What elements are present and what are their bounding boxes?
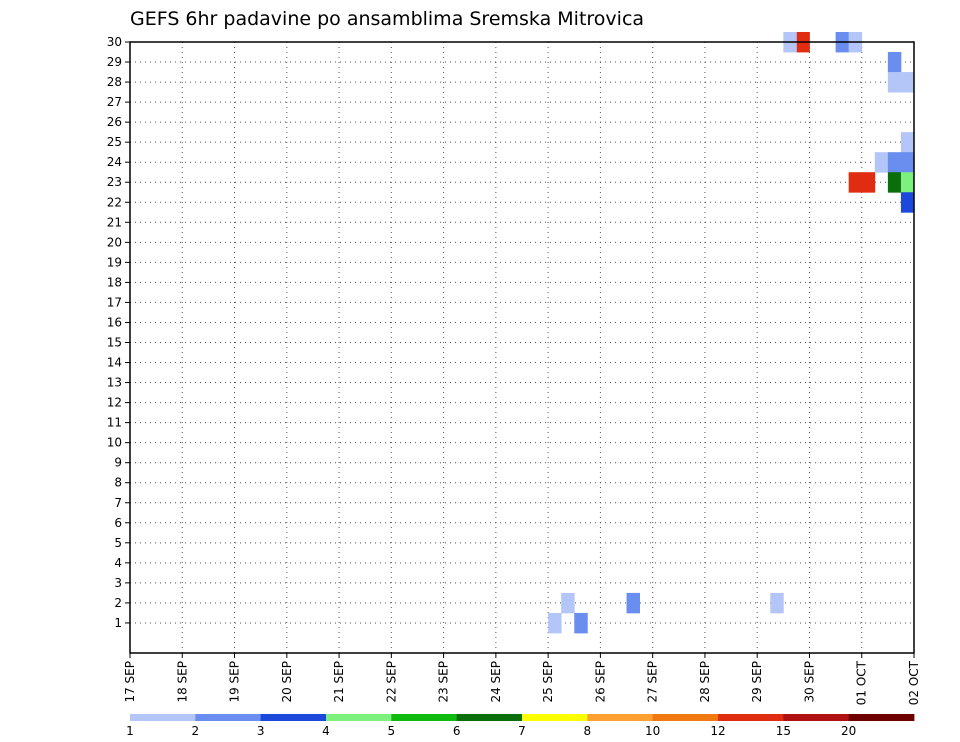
x-tick-label: 25 SEP [541,661,555,703]
y-tick-label: 1 [114,616,122,630]
legend-label: 1 [126,724,134,738]
x-tick-label: 30 SEP [802,661,816,703]
y-tick-label: 26 [107,115,122,129]
x-tick-label: 27 SEP [646,661,660,703]
legend-label: 6 [453,724,461,738]
legend-swatch [718,714,784,721]
color-legend: 1 2 3 4 5 6 7 8 10 12 15 20 [126,714,915,738]
y-tick-label: 22 [107,195,122,209]
grid-lines [130,41,914,653]
x-tick-label: 17 SEP [123,661,137,703]
y-tick-label: 19 [107,255,122,269]
legend-label: 4 [322,724,330,738]
precip-cell [874,152,889,173]
y-tick-label: 28 [107,75,122,89]
legend-swatch [391,714,458,721]
legend-label: 20 [841,724,856,738]
precip-cell [574,612,588,634]
y-tick-label: 30 [107,35,122,49]
y-tick-label: 17 [107,295,122,309]
y-tick-label: 10 [107,436,122,450]
legend-label: 12 [710,724,725,738]
x-tick-label: 26 SEP [593,661,607,703]
precip-cell [861,172,876,193]
y-tick-label: 20 [107,235,122,249]
precip-cell [900,172,915,193]
y-tick-label: 4 [114,556,122,570]
precip-cell [561,592,575,614]
y-tick-label: 2 [114,596,122,610]
legend-swatch [783,714,850,721]
precip-cell [887,72,902,93]
y-tick-label: 27 [107,95,122,109]
precip-cell [887,152,902,173]
y-tick-labels: 1234567891011121314151617181920212223242… [107,35,130,630]
legend-label: 8 [584,724,592,738]
precip-cell [887,52,902,73]
y-tick-label: 7 [114,496,122,510]
x-tick-label: 18 SEP [175,661,189,703]
precip-cell [900,152,915,173]
y-tick-label: 12 [107,396,122,410]
x-tick-label: 19 SEP [228,661,242,703]
legend-swatch [456,714,523,721]
x-tick-label: 21 SEP [332,661,346,703]
y-tick-label: 15 [107,335,122,349]
y-tick-label: 21 [107,215,122,229]
x-tick-label: 28 SEP [698,661,712,703]
x-tick-labels: 17 SEP 18 SEP 19 SEP 20 SEP 21 SEP 22 SEP 23 S… [123,653,921,705]
x-tick-label: 20 SEP [280,661,294,703]
y-tick-label: 23 [107,175,122,189]
precip-cell [548,612,562,634]
legend-label: 5 [388,724,396,738]
y-tick-label: 29 [107,55,122,69]
x-tick-label: 29 SEP [750,661,764,703]
x-tick-label: 24 SEP [489,661,503,703]
y-tick-label: 18 [107,275,122,289]
precip-cell [626,592,640,614]
legend-swatch [652,714,719,721]
precip-cell [770,592,784,614]
legend-swatch [326,714,392,721]
precip-cell [900,132,915,153]
precip-cell [900,72,915,93]
y-tick-label: 24 [107,155,122,169]
y-tick-label: 9 [114,456,122,470]
legend-swatch [522,714,588,721]
legend-swatch [587,714,654,721]
y-tick-label: 14 [107,356,122,370]
y-tick-label: 16 [107,315,122,329]
legend-swatch [130,714,196,721]
legend-swatch [848,714,915,721]
legend-swatch [195,714,262,721]
precip-cell [900,192,915,213]
plot-frame [129,41,915,654]
y-tick-label: 6 [114,516,122,530]
y-tick-label: 3 [114,576,122,590]
legend-swatch [260,714,327,721]
legend-label: 10 [645,724,660,738]
y-tick-label: 13 [107,376,122,390]
y-tick-label: 11 [107,416,122,430]
x-tick-label: 02 OCT [907,660,921,705]
precipitation-cells [548,31,915,634]
x-tick-label: 22 SEP [384,661,398,703]
y-tick-label: 5 [114,536,122,550]
precip-cell [887,172,902,193]
y-tick-label: 8 [114,476,122,490]
legend-label: 7 [518,724,526,738]
legend-label: 2 [192,724,200,738]
chart-title: GEFS 6hr padavine po ansamblima Sremska … [130,8,644,30]
x-tick-label: 23 SEP [437,661,451,703]
legend-label: 15 [776,724,791,738]
legend-label: 3 [257,724,265,738]
x-tick-label: 01 OCT [855,660,869,705]
y-tick-label: 25 [107,135,122,149]
precip-cell [848,172,863,193]
